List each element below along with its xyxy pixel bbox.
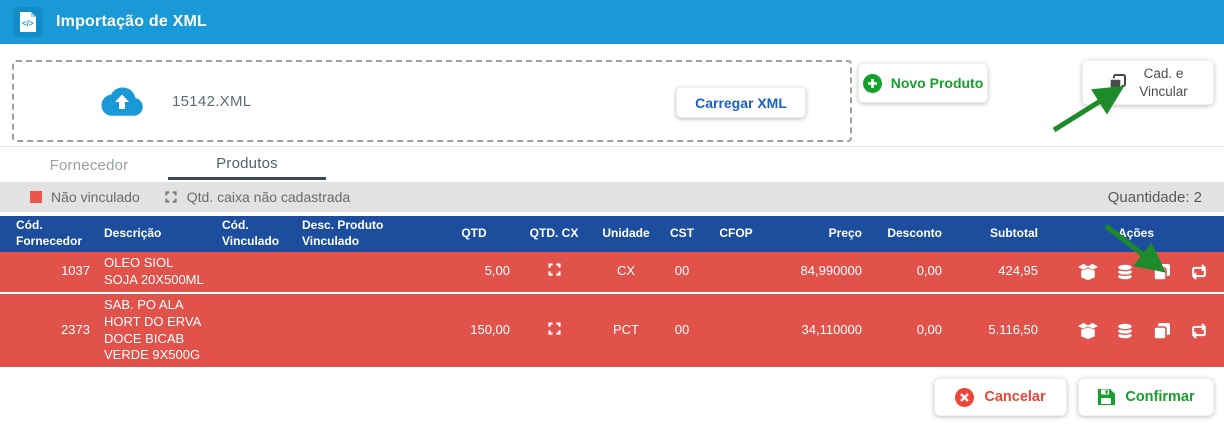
cad-e-vincular-label: Cad. e Vincular (1139, 65, 1188, 99)
table-header-row: Cód. Fornecedor Descrição Cód. Vinculado… (0, 216, 1224, 252)
cell-cod-fornecedor: 1037 (0, 252, 96, 293)
cell-subtotal: 424,95 (952, 252, 1048, 293)
swap-icon[interactable] (1188, 261, 1210, 283)
nao-vinculado-swatch (30, 191, 42, 203)
cell-acoes (1048, 252, 1224, 293)
col-header-qtd: QTD (434, 216, 514, 252)
quantity-label: Quantidade: 2 (1107, 188, 1202, 206)
nao-vinculado-label: Não vinculado (51, 189, 140, 205)
cell-cod-fornecedor: 2373 (0, 291, 96, 368)
app-header: </> Importação de XML (0, 0, 1224, 44)
coins-icon[interactable] (1114, 261, 1136, 283)
cell-preco: 84,990000 (766, 252, 872, 293)
coins-icon[interactable] (1114, 320, 1136, 342)
cell-cfop (706, 252, 766, 293)
table-row: 1037 OLEO SIOL SOJA 20X500ML 5,00 CX 00 … (0, 252, 1224, 293)
cad-e-vincular-button[interactable]: Cad. e Vincular (1082, 60, 1214, 105)
qtd-caixa-label: Qtd. caixa não cadastrada (186, 189, 351, 205)
expand-brackets-icon[interactable] (547, 262, 562, 277)
cell-cod-vinculado (214, 291, 294, 368)
copy-icon[interactable] (1151, 320, 1173, 342)
svg-text:</>: </> (22, 19, 34, 28)
col-header-desc-produto: Desc. Produto Vinculado (294, 216, 434, 252)
cell-qtd: 5,00 (434, 252, 514, 293)
box-open-icon[interactable] (1077, 261, 1099, 283)
cancelar-label: Cancelar (984, 389, 1046, 405)
dropzone-filename: 15142.XML (172, 92, 252, 110)
cloud-upload-icon (100, 85, 144, 117)
cell-preco: 34,110000 (766, 291, 872, 368)
cell-desc-produto (294, 252, 434, 293)
cell-cod-vinculado (214, 252, 294, 293)
tab-produtos[interactable]: Produtos (168, 150, 326, 180)
col-header-subtotal: Subtotal (952, 216, 1048, 252)
box-open-icon[interactable] (1077, 320, 1099, 342)
expand-brackets-icon (164, 190, 178, 204)
cell-cst: 00 (658, 252, 706, 293)
cell-subtotal: 5.116,50 (952, 291, 1048, 368)
expand-brackets-icon[interactable] (547, 321, 562, 336)
cell-unidade: CX (594, 252, 658, 293)
cell-cfop (706, 291, 766, 368)
col-header-cfop: CFOP (706, 216, 766, 252)
cell-qtd-cx (514, 291, 594, 368)
cell-cst: 00 (658, 291, 706, 368)
file-code-icon: </> (13, 7, 43, 37)
cell-qtd-cx (514, 252, 594, 293)
novo-produto-button[interactable]: Novo Produto (858, 63, 988, 103)
col-header-acoes: Ações (1048, 216, 1224, 252)
page-title: Importação de XML (56, 13, 207, 30)
col-header-unidade: Unidade (594, 216, 658, 252)
cell-descricao: OLEO SIOL SOJA 20X500ML (96, 252, 214, 293)
cell-desc-produto (294, 291, 434, 368)
legend-bar: Não vinculado Qtd. caixa não cadastrada … (0, 182, 1224, 212)
products-table: Cód. Fornecedor Descrição Cód. Vinculado… (0, 216, 1224, 368)
cell-desconto: 0,00 (872, 291, 952, 368)
col-header-desconto: Desconto (872, 216, 952, 252)
cell-acoes (1048, 291, 1224, 368)
cell-qtd: 150,00 (434, 291, 514, 368)
col-header-qtd-cx: QTD. CX (514, 216, 594, 252)
section-divider (0, 146, 1224, 147)
tab-fornecedor[interactable]: Fornecedor (49, 156, 129, 174)
cancel-circle-icon (955, 387, 975, 407)
cell-descricao: SAB. PO ALA HORT DO ERVA DOCE BICAB VERD… (96, 291, 214, 368)
col-header-preco: Preço (766, 216, 872, 252)
novo-produto-label: Novo Produto (890, 75, 984, 91)
cell-desconto: 0,00 (872, 252, 952, 293)
copy-icon (1108, 73, 1127, 92)
cell-unidade: PCT (594, 291, 658, 368)
swap-icon[interactable] (1188, 320, 1210, 342)
copy-icon[interactable] (1151, 261, 1173, 283)
table-row: 2373 SAB. PO ALA HORT DO ERVA DOCE BICAB… (0, 291, 1224, 368)
col-header-cst: CST (658, 216, 706, 252)
tab-bar: Fornecedor Produtos (10, 150, 326, 180)
save-disk-icon (1097, 388, 1116, 406)
carregar-xml-button[interactable]: Carregar XML (676, 87, 806, 118)
col-header-cod-fornecedor: Cód. Fornecedor (0, 216, 96, 252)
cancelar-button[interactable]: Cancelar (934, 378, 1067, 416)
col-header-descricao: Descrição (96, 216, 214, 252)
confirmar-button[interactable]: Confirmar (1078, 378, 1214, 416)
plus-circle-icon (862, 73, 882, 93)
col-header-cod-vinculado: Cód. Vinculado (214, 216, 294, 252)
xml-dropzone[interactable]: 15142.XML Carregar XML (12, 60, 852, 142)
confirmar-label: Confirmar (1125, 389, 1195, 405)
